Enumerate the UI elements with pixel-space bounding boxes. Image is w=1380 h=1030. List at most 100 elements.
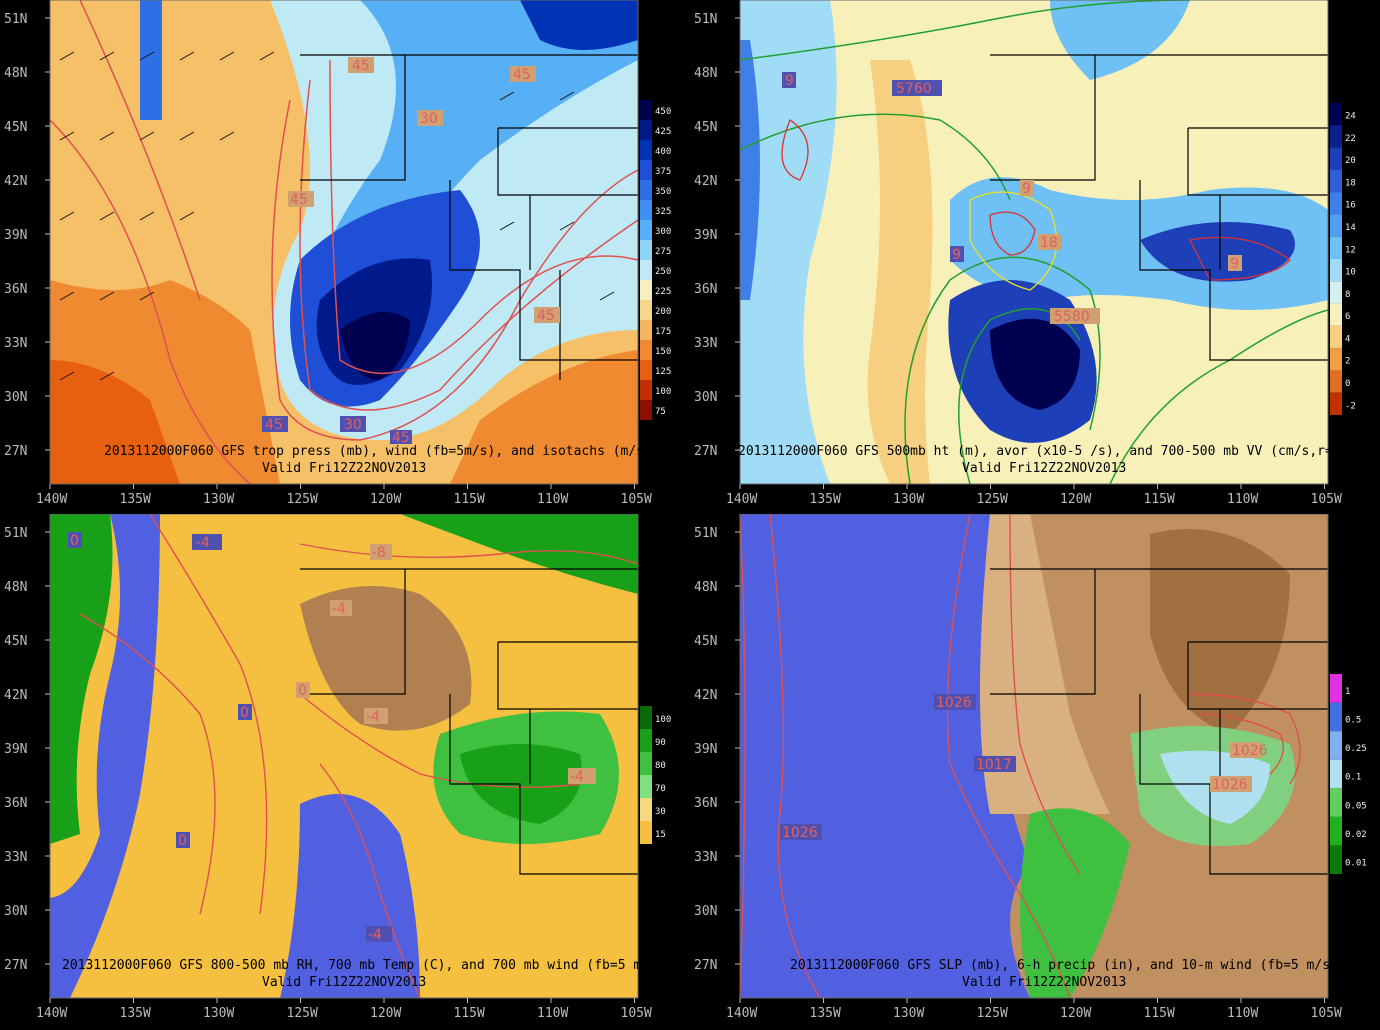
panel-valid-time: Valid Fri12Z22NOV2013 [962, 461, 1126, 476]
svg-text:1026: 1026 [1232, 743, 1268, 759]
colorbar-label: 200 [655, 307, 671, 317]
colorbar-label: 350 [655, 187, 671, 197]
colorbar: 100 90 80 70 30 15 [640, 706, 671, 844]
svg-text:0: 0 [298, 683, 307, 699]
colorbar-swatch [640, 775, 652, 798]
svg-text:0: 0 [70, 533, 79, 549]
svg-text:9: 9 [952, 247, 961, 263]
panel-caption: 2013112000F060 GFS 800-500 mb RH, 700 mb… [62, 958, 665, 973]
svg-text:9: 9 [1022, 181, 1031, 197]
colorbar-label: 18 [1345, 178, 1356, 188]
colorbar-label: 70 [655, 784, 666, 794]
colorbar-label: 100 [655, 387, 671, 397]
panel-caption: 2013112000F060 GFS trop press (mb), wind… [104, 444, 652, 459]
colorbar-label: 225 [655, 287, 671, 297]
colorbar-label: 75 [655, 407, 666, 417]
colorbar: 1 0.5 0.25 0.1 0.05 0.02 0.01 [1330, 674, 1367, 874]
pressure-contours [739, 514, 1301, 999]
colorbar-swatch [1330, 169, 1342, 193]
svg-text:5760: 5760 [896, 81, 932, 97]
colorbar-label: 1 [1345, 687, 1350, 697]
state-borders [300, 54, 638, 380]
colorbar-label: 100 [655, 715, 671, 725]
svg-text:0: 0 [240, 705, 249, 721]
svg-text:-4: -4 [332, 601, 346, 617]
colorbar-label: 24 [1345, 112, 1356, 122]
colorbar-swatch [640, 240, 652, 260]
svg-text:0: 0 [178, 833, 187, 849]
colorbar-swatch [1330, 236, 1342, 259]
colorbar-label: 275 [655, 247, 671, 257]
colorbar-swatch [1330, 348, 1342, 371]
svg-text:45: 45 [513, 67, 531, 83]
colorbar-label: 425 [655, 127, 671, 137]
colorbar-swatch [1330, 303, 1342, 326]
colorbar-label: 0 [1345, 379, 1350, 389]
colorbar-swatch [1330, 370, 1342, 393]
colorbar-label: 14 [1345, 223, 1356, 233]
colorbar-label: 400 [655, 147, 671, 157]
colorbar-label: 2 [1345, 357, 1350, 367]
panel-valid-time: Valid Fri12Z22NOV2013 [262, 461, 426, 476]
colorbar-swatch [1330, 702, 1342, 732]
colorbar-swatch [1330, 214, 1342, 237]
svg-text:1017: 1017 [976, 757, 1012, 773]
colorbar-label: 80 [655, 761, 666, 771]
colorbar-label: 0.5 [1345, 716, 1361, 726]
svg-text:9: 9 [785, 73, 794, 89]
contour-labels: -8 -4 -4 0 0 0 -4 -4 -4 0 [68, 532, 596, 943]
colorbar-label: 175 [655, 327, 671, 337]
state-borders [300, 568, 638, 875]
svg-text:45: 45 [290, 192, 308, 208]
colorbar-swatch [1330, 281, 1342, 304]
contour-labels: 45 45 30 45 45 45 30 45 [262, 57, 560, 446]
colorbar-label: 250 [655, 267, 671, 277]
svg-text:45: 45 [392, 430, 410, 446]
panel-caption: 2013112000F060 GFS 500mb ht (m), avor (x… [738, 444, 1380, 459]
vv-contours [781, 119, 1291, 291]
svg-text:-4: -4 [366, 709, 380, 725]
colorbar-label: 6 [1345, 312, 1350, 322]
panel-valid-time: Valid Fri12Z22NOV2013 [262, 975, 426, 990]
colorbar-swatch [1330, 845, 1342, 874]
colorbar-swatch [1330, 674, 1342, 703]
map-slp: 2013112000F060 GFS SLP (mb), 6-h precip … [739, 514, 1367, 999]
colorbar-swatch [1330, 125, 1342, 148]
panel-rh-temp: 2013112000F060 GFS 800-500 mb RH, 700 mb… [0, 514, 690, 1028]
colorbar-label: 450 [655, 107, 671, 117]
colorbar-label: 375 [655, 167, 671, 177]
colorbar-label: 8 [1345, 290, 1350, 300]
colorbar-label: 4 [1345, 334, 1350, 344]
colorbar-label: 0.1 [1345, 773, 1361, 783]
contour-labels: 1026 1026 1017 1026 1026 [780, 694, 1268, 841]
colorbar-swatch [640, 380, 652, 400]
colorbar-label: 22 [1345, 134, 1356, 144]
colorbar-swatch [640, 120, 652, 140]
colorbar-swatch [640, 752, 652, 775]
panel-valid-time: Valid Fri12Z22NOV2013 [962, 975, 1126, 990]
map-500mb: 2013112000F060 GFS 500mb ht (m), avor (x… [738, 0, 1380, 485]
colorbar-swatch [640, 140, 652, 160]
colorbar-label: 12 [1345, 245, 1356, 255]
svg-text:30: 30 [420, 111, 438, 127]
colorbar-swatch [1330, 731, 1342, 760]
colorbar-label: 125 [655, 367, 671, 377]
colorbar-swatch [640, 729, 652, 752]
panel-500mb-vorticity: 2013112000F060 GFS 500mb ht (m), avor (x… [690, 0, 1380, 514]
svg-text:-4: -4 [196, 535, 210, 551]
colorbar-label: 150 [655, 347, 671, 357]
colorbar-label: -2 [1345, 401, 1356, 411]
colorbar-swatch [640, 200, 652, 220]
barbs [59, 51, 615, 381]
map-rh: 2013112000F060 GFS 800-500 mb RH, 700 mb… [49, 514, 671, 999]
colorbar-swatch [640, 706, 652, 729]
colorbar-swatch [640, 180, 652, 200]
colorbar-swatch [640, 340, 652, 360]
contour-labels: 5760 5580 9 9 18 9 9 [782, 72, 1242, 325]
colorbar-label: 0.02 [1345, 830, 1367, 840]
svg-text:9: 9 [1230, 256, 1239, 272]
svg-text:-8: -8 [372, 545, 386, 561]
colorbar-swatch [640, 320, 652, 340]
temperature-contours [79, 514, 639, 999]
